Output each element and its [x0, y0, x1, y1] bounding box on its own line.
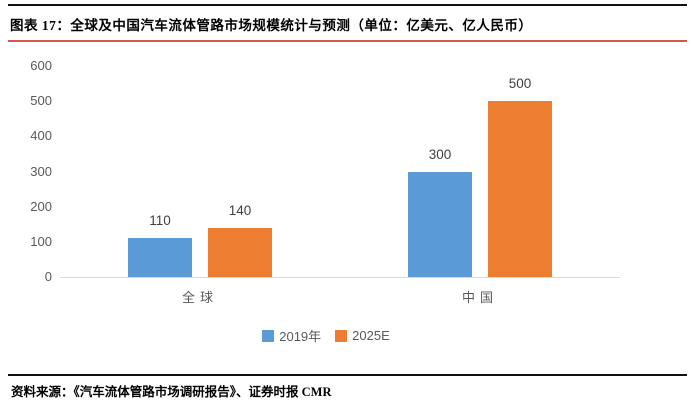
figure-title: 图表 17：全球及中国汽车流体管路市场规模统计与预测（单位：亿美元、亿人民币）: [10, 18, 533, 33]
bar-value-label: 300: [428, 146, 452, 162]
top-divider: [8, 4, 687, 6]
source-note: 资料来源：《汽车流体管路市场调研报告》、证券时报 CMR: [11, 385, 332, 399]
y-axis-tick-label: 100: [30, 233, 52, 249]
bar-value-label: 500: [508, 76, 532, 92]
legend-swatch-icon: [262, 329, 275, 342]
y-axis-tick-label: 500: [30, 93, 52, 109]
bar-value-label: 140: [228, 202, 252, 218]
x-category-label: 中国: [461, 290, 498, 305]
bar-s0-c0: [128, 238, 192, 277]
legend-label: 2025E: [352, 328, 390, 343]
x-category-label: 全球: [181, 290, 218, 305]
y-axis-tick-label: 0: [44, 269, 52, 284]
bar-value-label: 110: [149, 213, 171, 229]
x-axis-line: [60, 277, 620, 278]
y-axis-tick-label: 300: [30, 163, 52, 179]
bar-s0-c1: [408, 171, 472, 277]
y-axis-tick-label: 200: [30, 198, 52, 214]
legend-label: 2019年: [279, 329, 322, 344]
y-axis-tick-label: 600: [30, 58, 52, 73]
legend-item: 2025E: [335, 328, 390, 343]
chart-legend: 2019年 2025E: [0, 326, 652, 345]
footer-divider: [8, 374, 687, 376]
legend-item: 2019年: [262, 326, 321, 345]
y-axis-tick-label: 400: [30, 128, 52, 144]
bar-s1-c1: [488, 101, 552, 277]
legend-swatch-icon: [335, 329, 348, 342]
title-underline: [8, 40, 687, 42]
bar-s1-c0: [208, 227, 272, 277]
